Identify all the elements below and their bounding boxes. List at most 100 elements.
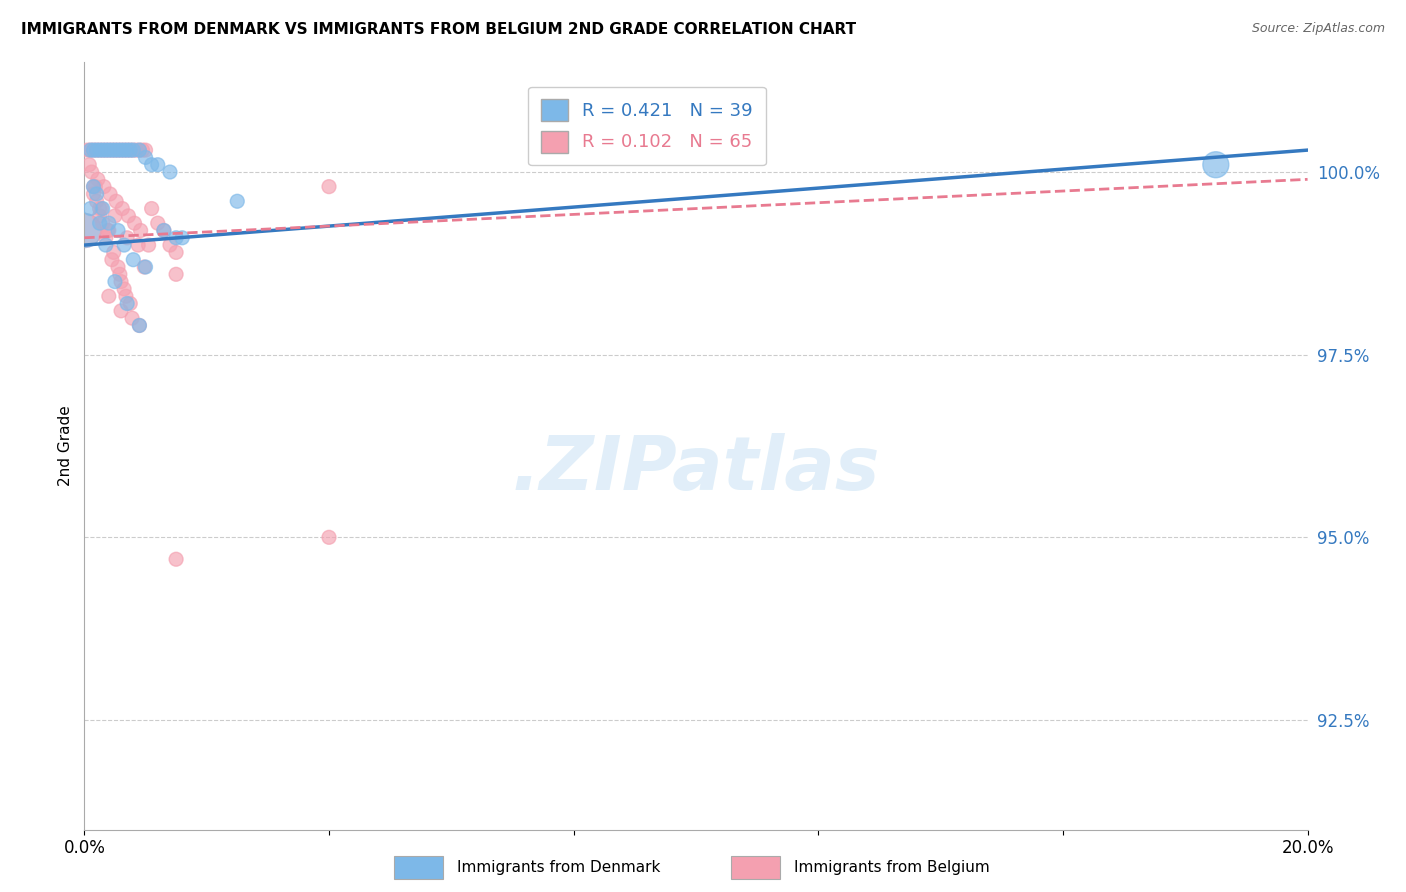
Point <box>104 209 127 223</box>
Point <box>112 143 135 157</box>
Point <box>122 143 145 157</box>
Point <box>128 318 150 333</box>
Point <box>146 216 169 230</box>
Point <box>89 216 111 230</box>
Point <box>141 158 163 172</box>
Point <box>115 296 138 310</box>
Point <box>86 186 108 201</box>
Point <box>318 530 340 544</box>
Point <box>112 282 135 296</box>
Point <box>89 202 111 216</box>
Point <box>83 186 105 201</box>
Point <box>122 252 145 267</box>
Point <box>83 143 105 157</box>
Point <box>91 143 114 157</box>
Point <box>104 143 127 157</box>
Point <box>159 165 181 179</box>
Point <box>128 143 150 157</box>
Point <box>97 216 120 230</box>
Text: Source: ZipAtlas.com: Source: ZipAtlas.com <box>1251 22 1385 36</box>
Point <box>226 194 249 209</box>
Point <box>94 231 117 245</box>
Point <box>129 223 152 237</box>
Point <box>121 311 143 326</box>
Point <box>128 143 150 157</box>
Point <box>97 143 120 157</box>
Point <box>131 143 153 157</box>
Point <box>107 223 129 237</box>
Point <box>94 143 117 157</box>
Point <box>115 143 138 157</box>
Point <box>110 275 132 289</box>
Point <box>153 223 176 237</box>
Point <box>172 231 194 245</box>
Point <box>153 223 176 237</box>
Point <box>135 143 157 157</box>
Point <box>115 143 138 157</box>
Text: IMMIGRANTS FROM DENMARK VS IMMIGRANTS FROM BELGIUM 2ND GRADE CORRELATION CHART: IMMIGRANTS FROM DENMARK VS IMMIGRANTS FR… <box>21 22 856 37</box>
Point <box>138 238 160 252</box>
Point <box>165 268 187 282</box>
Point <box>112 143 135 157</box>
Point <box>93 179 115 194</box>
Point <box>84 179 107 194</box>
Point <box>94 143 117 157</box>
Point <box>134 260 156 274</box>
Point <box>141 202 163 216</box>
Point <box>73 223 96 237</box>
Point <box>120 143 142 157</box>
Point <box>97 223 120 237</box>
Point <box>101 143 124 157</box>
Point <box>97 143 120 157</box>
Point <box>111 202 134 216</box>
Point <box>104 143 127 157</box>
Point <box>112 238 135 252</box>
Point <box>104 275 127 289</box>
Point <box>103 245 125 260</box>
Point <box>115 289 138 303</box>
Point <box>110 143 132 157</box>
Point <box>107 143 129 157</box>
Point <box>91 202 114 216</box>
Y-axis label: 2nd Grade: 2nd Grade <box>58 406 73 486</box>
Point <box>135 150 157 164</box>
Point <box>107 143 129 157</box>
Point <box>124 216 146 230</box>
Point <box>165 245 187 260</box>
Point <box>94 238 117 252</box>
Point <box>77 158 100 172</box>
Point <box>83 179 105 194</box>
Point <box>165 231 187 245</box>
Text: Immigrants from Denmark: Immigrants from Denmark <box>457 860 661 874</box>
Point <box>91 216 114 230</box>
Point <box>86 143 108 157</box>
Point <box>90 202 112 216</box>
Point <box>98 186 121 201</box>
Point <box>110 303 132 318</box>
Point <box>86 194 108 209</box>
Point <box>73 223 96 237</box>
Point <box>128 318 150 333</box>
Point <box>89 143 111 157</box>
Point <box>89 143 111 157</box>
Point <box>146 158 169 172</box>
Legend: R = 0.421   N = 39, R = 0.102   N = 65: R = 0.421 N = 39, R = 0.102 N = 65 <box>529 87 766 165</box>
Point <box>91 143 114 157</box>
Point <box>115 231 138 245</box>
Point <box>79 202 101 216</box>
Point <box>83 143 105 157</box>
Point <box>101 252 124 267</box>
Point <box>165 552 187 566</box>
Point <box>105 194 128 209</box>
Point <box>159 238 181 252</box>
Point <box>122 143 145 157</box>
Point <box>87 172 110 186</box>
Point <box>127 238 149 252</box>
Text: Immigrants from Belgium: Immigrants from Belgium <box>794 860 990 874</box>
Point <box>86 143 108 157</box>
Point <box>120 296 142 310</box>
Point <box>110 143 132 157</box>
Point <box>83 179 105 194</box>
Point <box>97 223 120 237</box>
Point <box>89 209 111 223</box>
